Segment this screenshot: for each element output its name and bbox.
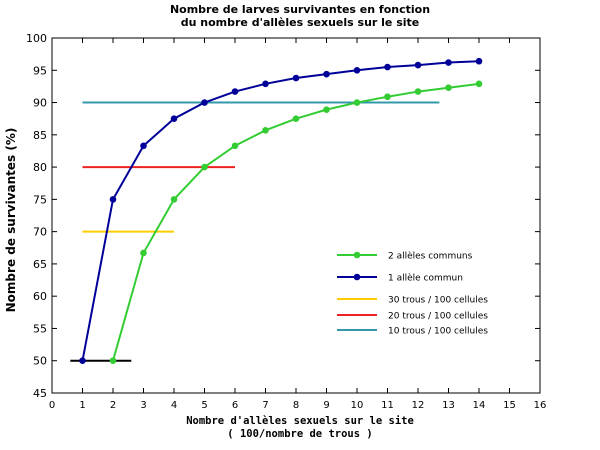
x-tick-label: 1 bbox=[79, 400, 85, 411]
y-tick-label: 60 bbox=[33, 290, 47, 303]
data-point bbox=[384, 93, 391, 101]
legend-label: 1 allèle commun bbox=[388, 273, 463, 284]
data-point bbox=[231, 142, 239, 150]
data-point bbox=[445, 59, 452, 66]
data-point bbox=[292, 115, 300, 122]
legend-label: 30 trous / 100 cellules bbox=[388, 296, 488, 306]
x-tick-label: 12 bbox=[412, 400, 425, 411]
y-tick-label: 55 bbox=[33, 322, 47, 335]
data-point bbox=[109, 196, 117, 203]
legend-entry: 20 trous / 100 cellules bbox=[337, 312, 488, 322]
y-tick-label: 65 bbox=[33, 258, 47, 271]
x-tick-label: 6 bbox=[232, 400, 238, 411]
x-tick-label: 3 bbox=[140, 400, 146, 411]
data-point bbox=[323, 70, 330, 78]
series-points bbox=[79, 57, 483, 365]
x-tick-labels: 0 1 2 3 4 5 6 7 8 9 10 11 12 13 14 15 16 bbox=[49, 400, 547, 411]
reference-lines bbox=[70, 101, 440, 362]
y-axis-label: Nombre de survivantes (%) bbox=[4, 127, 18, 313]
data-point bbox=[140, 142, 147, 150]
legend-entry: 2 allèles communs bbox=[337, 251, 473, 262]
data-point bbox=[353, 99, 361, 106]
y-tick-label: 85 bbox=[33, 129, 47, 142]
x-axis-label-line-2: ( 100/nombre de trous ) bbox=[227, 428, 373, 440]
legend-entry: 30 trous / 100 cellules bbox=[337, 296, 488, 306]
x-tick-label: 10 bbox=[351, 400, 364, 411]
data-point bbox=[201, 163, 208, 171]
data-point bbox=[231, 88, 239, 95]
chart-title-line-2: du nombre d'allèles sexuels sur le site bbox=[180, 16, 420, 29]
data-point bbox=[445, 84, 452, 91]
legend-entry: 10 trous / 100 cellules bbox=[337, 327, 488, 337]
data-point bbox=[414, 61, 422, 69]
chart-title-line-1: Nombre de larves survivantes en fonction bbox=[169, 3, 431, 16]
data-point bbox=[79, 357, 86, 365]
legend-label: 10 trous / 100 cellules bbox=[388, 327, 488, 337]
y-tick-label: 100 bbox=[26, 32, 47, 45]
data-point bbox=[262, 80, 269, 88]
x-tick-label: 13 bbox=[442, 400, 455, 411]
x-axis-label-line-1: Nombre d'allèles sexuels sur le site bbox=[186, 415, 414, 427]
y-tick-label: 50 bbox=[33, 355, 47, 368]
data-point bbox=[201, 99, 208, 106]
x-tick-label: 0 bbox=[49, 400, 55, 411]
axes-frame bbox=[51, 37, 541, 394]
y-tick-label: 80 bbox=[33, 161, 47, 174]
data-point bbox=[140, 249, 147, 257]
x-tick-label: 8 bbox=[293, 400, 299, 411]
y-tick-label: 45 bbox=[33, 387, 47, 400]
x-tick-label: 14 bbox=[473, 400, 486, 411]
legend-label: 20 trous / 100 cellules bbox=[388, 312, 488, 322]
data-point bbox=[475, 57, 483, 65]
x-tick-label: 11 bbox=[381, 400, 394, 411]
plot-frame bbox=[51, 37, 541, 394]
x-tick-label: 4 bbox=[171, 400, 177, 411]
data-point bbox=[323, 106, 330, 113]
legend-label: 2 allèles communs bbox=[388, 251, 473, 262]
y-tick-label: 90 bbox=[33, 97, 47, 110]
data-point bbox=[353, 66, 361, 74]
y-tick-label: 75 bbox=[33, 193, 47, 206]
x-tick-label: 16 bbox=[534, 400, 547, 411]
x-tick-label: 5 bbox=[201, 400, 207, 411]
x-tick-label: 2 bbox=[110, 400, 116, 411]
x-tick-label: 7 bbox=[262, 400, 268, 411]
legend-marker bbox=[353, 273, 361, 281]
data-point bbox=[109, 357, 117, 365]
data-point bbox=[170, 115, 178, 122]
legend-marker bbox=[353, 251, 361, 259]
series-line bbox=[81, 60, 480, 361]
x-tick-label: 9 bbox=[323, 400, 329, 411]
legend: 2 allèles communs 1 allèle commun 30 trous… bbox=[337, 251, 488, 337]
data-point bbox=[170, 196, 178, 203]
y-tick-labels: 45 50 55 60 65 70 75 80 85 90 95 100 bbox=[26, 32, 47, 400]
data-point bbox=[414, 88, 422, 95]
data-point bbox=[292, 74, 300, 82]
data-point bbox=[475, 80, 483, 88]
legend-entry: 1 allèle commun bbox=[337, 273, 463, 284]
y-tick-label: 95 bbox=[33, 64, 47, 77]
data-point bbox=[384, 63, 391, 71]
x-tick-label: 15 bbox=[503, 400, 516, 411]
y-tick-label: 70 bbox=[33, 226, 47, 239]
data-point bbox=[262, 127, 269, 134]
